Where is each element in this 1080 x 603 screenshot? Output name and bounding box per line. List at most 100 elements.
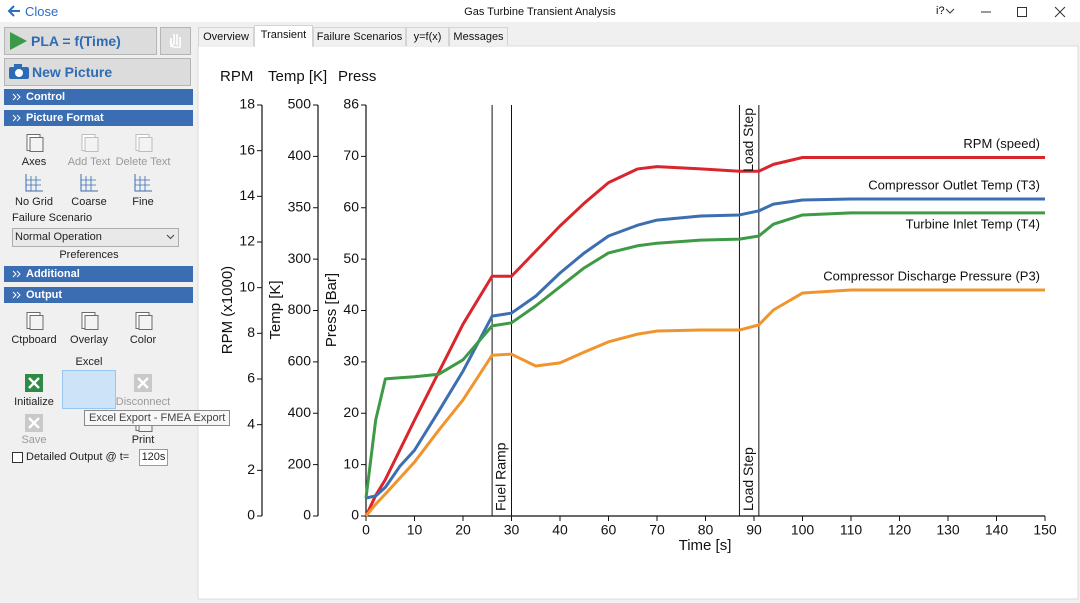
x-tick-label: 70 [649, 522, 665, 538]
detailed-output-checkbox[interactable] [12, 452, 23, 463]
pla-button[interactable] [4, 27, 157, 55]
chevron-icon [12, 291, 21, 299]
export-highlight [62, 370, 116, 409]
tab[interactable]: Messages [449, 27, 508, 46]
y-tick-label: 350 [288, 198, 312, 214]
x-tick-label: 60 [601, 522, 617, 538]
x-tick-label: 130 [936, 522, 960, 538]
section-header[interactable]: Picture Format [4, 110, 193, 126]
tool-icon [134, 374, 152, 392]
y-tick-label: 300 [288, 250, 312, 266]
failure-scenario-label: Failure Scenario [12, 212, 93, 224]
y-tick-label: 70 [343, 147, 359, 163]
tooltip: Excel Export - FMEA Export [84, 410, 231, 426]
failure-scenario-select[interactable] [12, 228, 179, 247]
tool-label[interactable]: Axes [21, 156, 47, 168]
y-tick-label: 4 [247, 415, 255, 431]
annotation: Fuel Ramp [493, 442, 509, 511]
annotation: Load Step [740, 447, 756, 511]
tool-label[interactable]: Save [21, 434, 47, 446]
axis-title: Temp [K] [268, 68, 327, 85]
tool-label[interactable]: Print [131, 434, 155, 446]
x-tick-label: 30 [504, 522, 520, 538]
tool-label[interactable]: Color [129, 334, 157, 346]
chevron-icon [12, 93, 21, 101]
tool-label[interactable]: Overlay [70, 334, 108, 346]
series-line [364, 288, 1045, 517]
help-chevron[interactable] [945, 8, 955, 15]
help-menu[interactable]: i? [936, 5, 945, 17]
play-icon [10, 32, 27, 50]
tool-icon [135, 312, 153, 330]
axis-label: Press [Bar] [323, 273, 340, 347]
x-tick-label: 120 [888, 522, 912, 538]
excel-label: Excel [75, 356, 103, 368]
tool-label[interactable]: Add Text [67, 156, 111, 168]
y-tick-label: 0 [303, 507, 311, 523]
tool-label[interactable]: Ctpboard [11, 334, 57, 346]
tool-icon [25, 174, 43, 192]
section-title: Additional [26, 268, 80, 280]
preferences-link[interactable]: Preferences [59, 249, 119, 261]
title-bar [0, 0, 1080, 22]
y-tick-label: 30 [343, 353, 359, 369]
close-link[interactable]: Close [25, 4, 59, 19]
x-tick-label: 90 [746, 522, 762, 538]
axis-label: Temp [K] [267, 280, 284, 339]
tool-label[interactable]: Coarse [71, 196, 107, 208]
section-title: Output [26, 289, 63, 301]
section-title: Picture Format [26, 112, 104, 124]
y-tick-label: 10 [239, 278, 255, 294]
x-tick-label: 80 [698, 522, 714, 538]
tool-icon [134, 174, 152, 192]
y-tick-label: 400 [288, 404, 312, 420]
section-header[interactable]: Control [4, 89, 193, 105]
new-picture-button[interactable] [4, 58, 191, 86]
y-tick-label: 8 [247, 324, 255, 340]
tool-label[interactable]: No Grid [15, 196, 53, 208]
y-tick-label: 60 [343, 198, 359, 214]
tool-icon [25, 374, 43, 392]
y-tick-label: 0 [351, 507, 359, 523]
back-arrow[interactable] [6, 4, 22, 18]
x-tick-label: 10 [407, 522, 423, 538]
hand-icon [169, 34, 181, 48]
section-header[interactable]: Output [4, 287, 193, 303]
chevron-icon [12, 114, 21, 122]
series-label: Compressor Discharge Pressure (P3) [823, 268, 1040, 283]
y-tick-label: 0 [247, 507, 255, 523]
tool-icon [80, 174, 98, 192]
x-tick-label: 140 [985, 522, 1009, 538]
tab-content [197, 45, 1079, 600]
detailed-output-time[interactable]: 120s [139, 449, 168, 466]
tab[interactable]: Transient [254, 25, 313, 47]
hand-button[interactable] [160, 27, 191, 55]
section-header[interactable]: Additional [4, 266, 193, 282]
tool-label[interactable]: Initialize [14, 396, 54, 408]
series-line [364, 156, 1045, 517]
y-tick-label: 40 [343, 301, 359, 317]
tool-label[interactable]: Fine [132, 196, 154, 208]
tab[interactable]: y=f(x) [406, 27, 449, 46]
y-tick-label: 500 [288, 96, 312, 112]
tool-icon [81, 134, 99, 152]
series-label: Compressor Outlet Temp (T3) [868, 177, 1040, 192]
tab[interactable]: Failure Scenarios [313, 27, 406, 46]
x-tick-label: 0 [362, 522, 370, 538]
tab[interactable]: Overview [198, 27, 254, 46]
tool-label[interactable]: Disconnect [115, 396, 171, 408]
window-controls[interactable] [978, 4, 1073, 20]
axis-title: Press [338, 68, 376, 85]
series-line [364, 211, 1045, 499]
pla-label: PLA = f(Time) [31, 33, 121, 49]
window-title: Gas Turbine Transient Analysis [464, 6, 616, 18]
tool-icon [26, 312, 44, 330]
tool-label[interactable]: Delete Text [115, 156, 171, 168]
axis-label: RPM (x1000) [219, 266, 236, 354]
x-tick-label: 20 [455, 522, 471, 538]
series-label: Turbine Inlet Temp (T4) [906, 216, 1040, 231]
series-label: RPM (speed) [963, 136, 1040, 151]
